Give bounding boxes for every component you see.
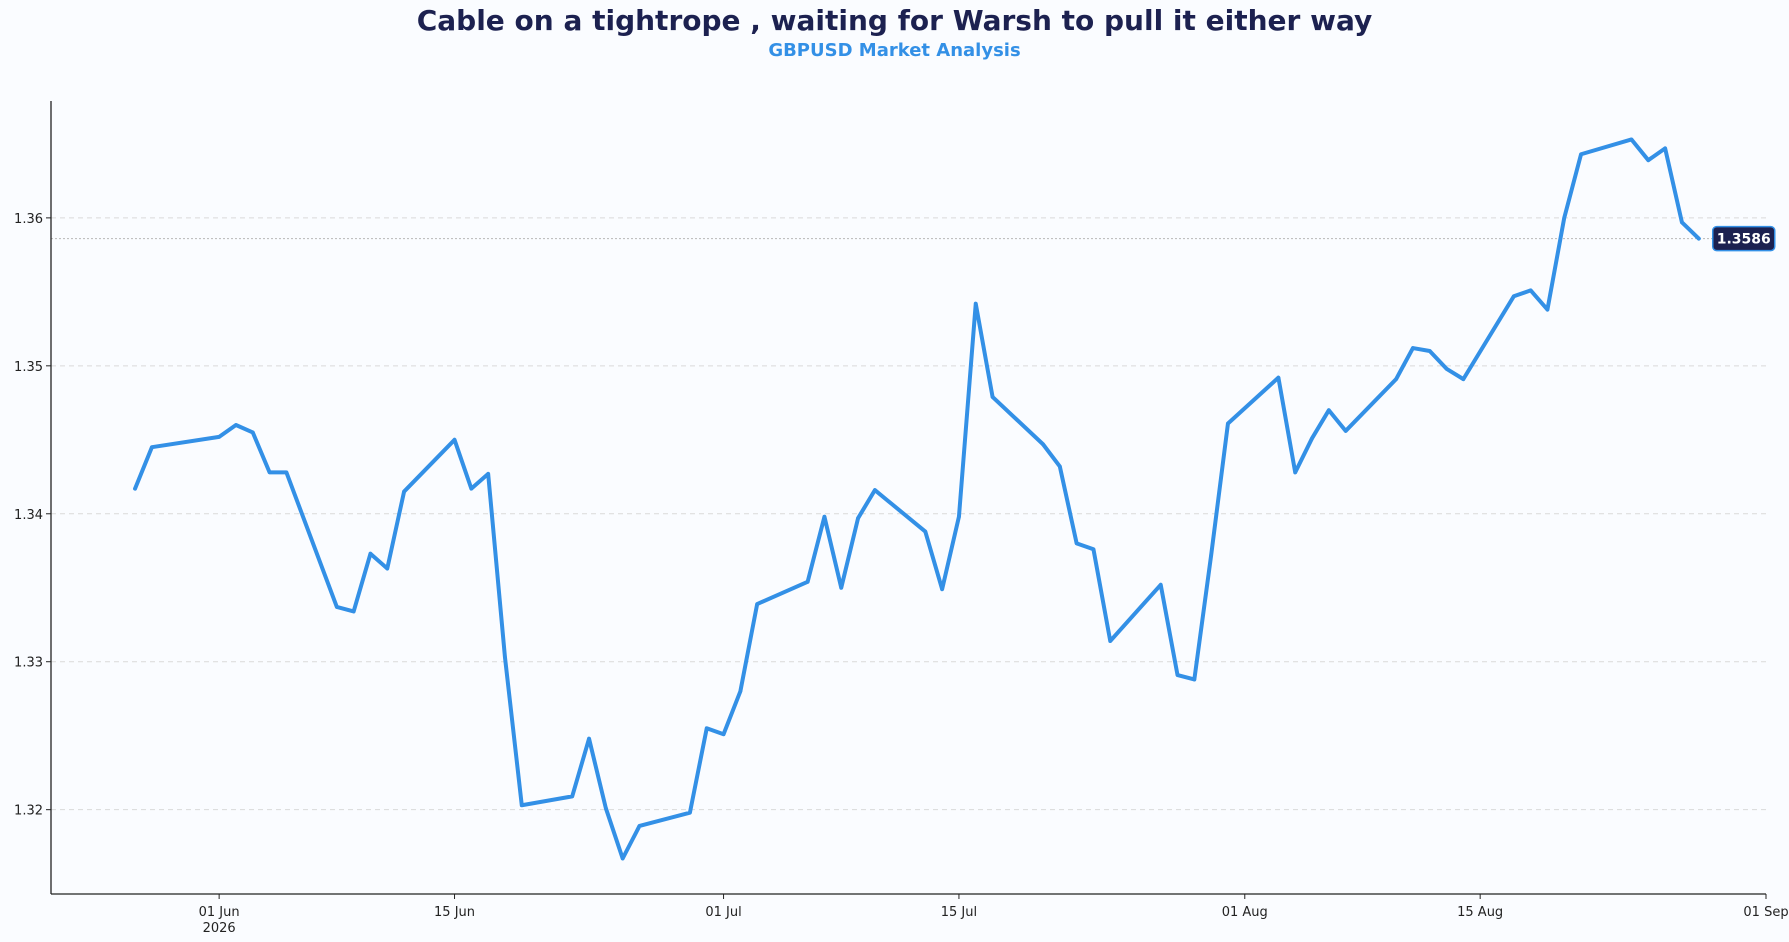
last-value-badge [1711, 225, 1776, 252]
data-point [1310, 436, 1314, 441]
chart-subtitle: GBPUSD Market Analysis [768, 40, 1021, 61]
data-point [267, 470, 272, 475]
data-point [1562, 216, 1567, 220]
data-point [503, 655, 507, 660]
data-point [587, 736, 591, 741]
data-point [1058, 464, 1062, 469]
data-point [1327, 408, 1331, 413]
data-point [1427, 349, 1432, 353]
data-point [1680, 220, 1684, 225]
x-tick-label: 01 Aug [1222, 905, 1268, 920]
data-point [688, 810, 692, 815]
data-point [486, 472, 490, 476]
data-point [385, 566, 390, 571]
data-point [620, 856, 625, 861]
data-point [1511, 294, 1516, 299]
x-tick-label: 01 Sep [1743, 905, 1788, 920]
x-tick-label: 15 Jul [941, 905, 977, 920]
data-point [1528, 288, 1533, 293]
data-point [990, 395, 995, 399]
data-point [856, 516, 860, 521]
data-point [957, 514, 961, 519]
x-tick-sublabel: 2026 [203, 921, 236, 936]
chart-title: Cable on a tightrope , waiting for Warsh… [416, 4, 1373, 37]
data-point [1444, 366, 1449, 371]
data-point [351, 609, 356, 614]
data-point [940, 587, 944, 592]
gbpusd-series-line [133, 137, 1701, 861]
data-point [150, 445, 154, 450]
y-tick-label: 1.36 [14, 212, 43, 227]
data-point [469, 486, 474, 491]
data-point [250, 430, 255, 435]
data-point [368, 551, 373, 556]
y-tick-label: 1.34 [14, 508, 43, 523]
data-point [335, 605, 339, 609]
data-point [1579, 152, 1583, 157]
data-point [1293, 470, 1298, 475]
data-point [755, 602, 759, 606]
data-point [1209, 553, 1213, 557]
data-point [805, 580, 810, 584]
last-value-label: 1.3586 [1717, 232, 1771, 248]
data-point [1646, 158, 1651, 162]
data-point [1663, 146, 1667, 151]
data-point [1629, 137, 1634, 142]
data-point [1276, 375, 1281, 380]
data-point [1074, 541, 1079, 546]
data-point [1461, 377, 1466, 381]
data-point [873, 488, 877, 492]
x-tick-label: 15 Jun [434, 905, 475, 920]
data-point [1108, 639, 1113, 643]
data-point [217, 435, 221, 439]
data-point [973, 301, 978, 306]
data-point [1175, 673, 1180, 677]
data-point [923, 529, 928, 534]
data-point [1394, 377, 1398, 381]
data-point [519, 803, 524, 808]
series [133, 137, 1701, 861]
data-point [637, 824, 642, 828]
data-point [234, 423, 238, 427]
y-tick-label: 1.33 [14, 656, 43, 671]
data-point [1158, 582, 1163, 587]
data-point [1041, 442, 1045, 447]
data-point [1343, 429, 1348, 433]
axes [50, 101, 1766, 895]
y-tick-label: 1.35 [14, 360, 43, 375]
data-point [402, 489, 406, 494]
x-tick-label: 15 Aug [1457, 905, 1503, 920]
data-point [1411, 346, 1415, 350]
y-tick-label: 1.32 [14, 804, 43, 819]
data-point [1545, 307, 1550, 312]
grid-lines [51, 217, 1766, 811]
data-point [721, 732, 726, 737]
data-point [704, 726, 709, 731]
data-point [452, 438, 457, 442]
data-point [1226, 421, 1230, 426]
data-point [1696, 236, 1701, 241]
data-point [284, 470, 289, 475]
data-point [570, 794, 575, 799]
data-point [839, 585, 844, 590]
data-point [133, 486, 137, 491]
data-point [1192, 677, 1197, 682]
last-value-marker: 1.3586 [1711, 225, 1776, 252]
x-tick-label: 01 Jul [705, 905, 741, 920]
data-point [604, 806, 608, 810]
data-point [822, 514, 827, 519]
data-point [738, 689, 743, 694]
data-point [1091, 547, 1096, 552]
x-tick-label: 01 Jun [199, 905, 240, 920]
